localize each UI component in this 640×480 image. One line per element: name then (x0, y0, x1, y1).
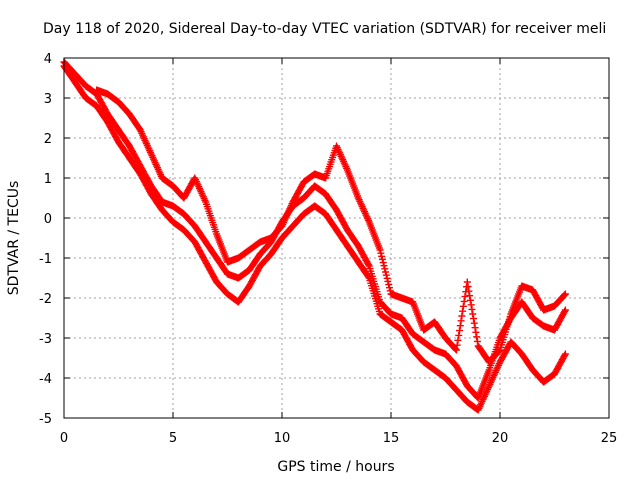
data-point (466, 292, 474, 300)
data-point (471, 324, 479, 332)
data-point (384, 277, 392, 285)
data-point (454, 336, 462, 344)
series-trace-b (60, 62, 569, 414)
y-tick-label: 3 (44, 92, 52, 107)
data-points (60, 58, 569, 414)
data-point (385, 284, 393, 292)
data-point (467, 301, 475, 309)
chart-title: Day 118 of 2020, Sidereal Day-to-day VTE… (43, 21, 606, 37)
x-tick-label: 0 (60, 431, 68, 446)
data-point (561, 290, 569, 298)
y-tick-label: 2 (44, 132, 52, 147)
y-tick-label: -5 (39, 412, 52, 427)
data-point (460, 297, 468, 305)
x-tick-label: 20 (492, 431, 509, 446)
data-point (379, 259, 387, 267)
data-point (464, 283, 472, 291)
y-axis-label: SDTVAR / TECUs (6, 181, 22, 296)
y-tick-label: 4 (44, 52, 52, 67)
data-point (463, 278, 471, 286)
data-point (561, 350, 569, 358)
data-point (495, 347, 503, 355)
y-tick-label: -2 (39, 292, 52, 307)
data-point (472, 328, 480, 336)
y-tick-label: 0 (44, 212, 52, 227)
data-point (561, 307, 569, 315)
data-point (455, 331, 463, 339)
y-tick-label: -1 (39, 252, 52, 267)
data-point (382, 268, 390, 276)
data-point (382, 271, 390, 279)
data-point (380, 262, 388, 270)
x-tick-label: 5 (169, 431, 177, 446)
plot-frame (63, 57, 610, 419)
data-point (458, 312, 466, 320)
y-tick-label: -4 (39, 372, 52, 387)
data-point (377, 249, 385, 257)
x-tick-label: 15 (383, 431, 400, 446)
data-point (470, 319, 478, 327)
data-point (364, 273, 372, 281)
data-point (376, 246, 384, 254)
data-point (386, 287, 394, 295)
data-point (383, 274, 391, 282)
data-point (561, 291, 569, 299)
data-point (452, 345, 460, 353)
data-point (457, 317, 465, 325)
data-point (452, 346, 460, 354)
data-point (378, 252, 386, 260)
data-point (473, 337, 481, 345)
series-trace-a (60, 58, 569, 402)
data-point (459, 307, 467, 315)
data-point (456, 322, 464, 330)
data-point (561, 306, 569, 314)
data-point (456, 327, 464, 335)
data-point (461, 293, 469, 301)
data-point (468, 305, 476, 313)
y-tick-label: -3 (39, 332, 52, 347)
data-point (469, 310, 477, 318)
data-point (561, 351, 569, 359)
x-tick-label: 25 (601, 431, 618, 446)
data-point (385, 281, 393, 289)
data-point (465, 287, 473, 295)
data-point (459, 302, 467, 310)
x-tick-label: 10 (274, 431, 291, 446)
data-point (466, 296, 474, 304)
data-point (364, 261, 372, 269)
data-point (378, 255, 386, 263)
grid (64, 58, 609, 418)
data-point (381, 265, 389, 273)
data-point (473, 333, 481, 341)
data-point (470, 315, 478, 323)
x-axis-label: GPS time / hours (277, 459, 394, 475)
y-tick-label: 1 (44, 172, 52, 187)
data-point (453, 341, 461, 349)
series-trace-c (93, 86, 569, 366)
